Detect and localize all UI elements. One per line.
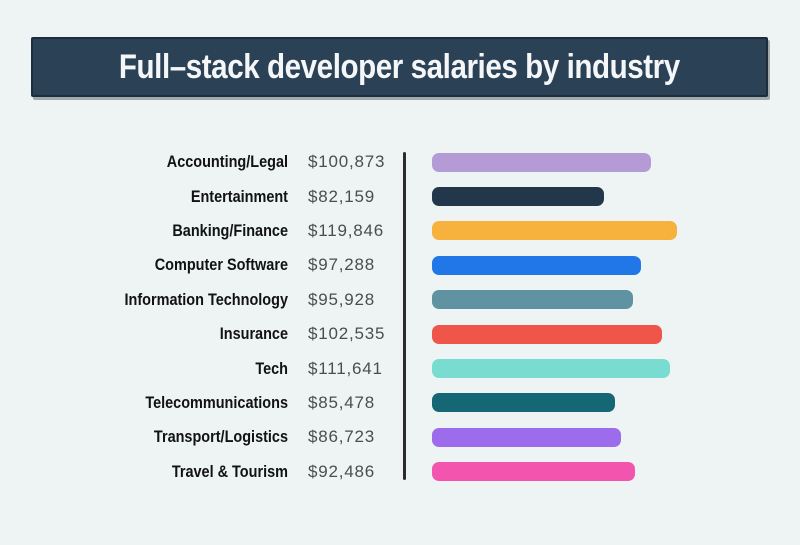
salary-value: $100,873	[308, 152, 386, 172]
salary-bar	[432, 221, 677, 241]
salary-value: $102,535	[308, 324, 386, 344]
chart-row: Information Technology $95,928	[0, 283, 800, 317]
category-label: Insurance	[219, 324, 288, 344]
category-label: Computer Software	[154, 255, 288, 275]
chart-row: Computer Software $97,288	[0, 248, 800, 282]
salary-bar	[432, 324, 662, 344]
category-label: Travel & Tourism	[171, 461, 288, 481]
salary-value: $119,846	[308, 220, 385, 240]
salary-bar	[432, 462, 635, 482]
category-label: Accounting/Legal	[166, 152, 288, 172]
salary-bar	[432, 255, 641, 275]
salary-bar	[432, 187, 604, 207]
salary-value: $92,486	[308, 461, 376, 481]
category-label: Transport/Logistics	[153, 427, 288, 447]
chart-row: Transport/Logistics $86,723	[0, 420, 800, 454]
salary-bar	[432, 152, 651, 172]
category-label: Telecommunications	[145, 392, 288, 412]
chart-row: Banking/Finance $119,846	[0, 214, 800, 248]
salary-bar	[432, 359, 670, 379]
salary-value: $86,723	[308, 427, 376, 447]
chart-title: Full–stack developer salaries by industr…	[119, 47, 680, 86]
chart-row: Tech $111,641	[0, 351, 800, 385]
salary-value: $85,478	[308, 392, 376, 412]
chart-row: Insurance $102,535	[0, 317, 800, 351]
category-label: Entertainment	[190, 186, 288, 206]
bar-chart: Accounting/Legal $100,873 Entertainment $82…	[0, 145, 800, 491]
axis-divider-line	[403, 152, 406, 480]
salary-bar	[432, 290, 633, 310]
chart-row: Accounting/Legal $100,873	[0, 145, 800, 179]
chart-row: Travel & Tourism $92,486	[0, 455, 800, 489]
category-label: Tech	[255, 358, 288, 378]
chart-row: Entertainment $82,159	[0, 179, 800, 213]
salary-value: $82,159	[308, 186, 376, 206]
title-banner: Full–stack developer salaries by industr…	[31, 37, 768, 97]
salary-bar	[432, 393, 615, 413]
salary-value: $95,928	[308, 289, 376, 309]
salary-bar	[432, 427, 621, 447]
salary-value: $97,288	[308, 255, 376, 275]
chart-rows: Accounting/Legal $100,873 Entertainment $82…	[0, 145, 800, 489]
salary-value: $111,641	[308, 358, 383, 378]
category-label: Information Technology	[124, 289, 288, 309]
chart-row: Telecommunications $85,478	[0, 386, 800, 420]
category-label: Banking/Finance	[172, 220, 288, 240]
